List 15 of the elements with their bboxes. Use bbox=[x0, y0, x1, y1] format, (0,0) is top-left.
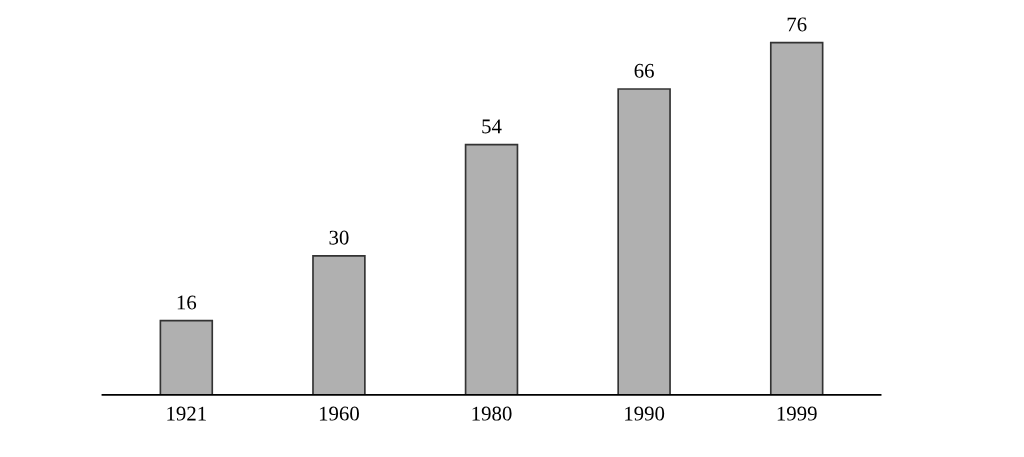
bar bbox=[617, 88, 671, 395]
bar bbox=[769, 41, 824, 395]
bar bbox=[464, 143, 519, 395]
x-tick-label: 1990 bbox=[625, 406, 665, 421]
x-tick-label: 1980 bbox=[472, 406, 512, 421]
x-tick-label: 1999 bbox=[777, 406, 817, 421]
data-label: 76 bbox=[787, 17, 807, 32]
data-label: 30 bbox=[329, 230, 349, 245]
x-tick-label: 1960 bbox=[319, 406, 359, 421]
bar bbox=[159, 319, 214, 395]
x-tick-label: 1921 bbox=[167, 406, 206, 421]
data-label: 16 bbox=[177, 295, 197, 310]
bar bbox=[312, 254, 366, 395]
data-label: 54 bbox=[482, 119, 502, 134]
data-label: 66 bbox=[634, 63, 654, 78]
